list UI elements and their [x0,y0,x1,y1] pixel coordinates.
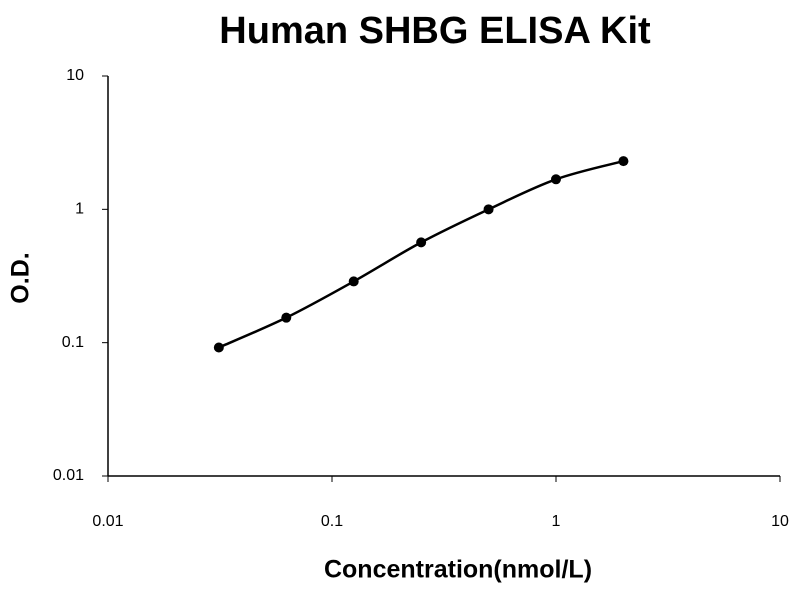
x-tick-label: 1 [552,513,561,530]
y-axis-label: O.D. [7,252,35,303]
y-tick-label: 0.1 [62,334,84,351]
y-tick-label: 1 [75,201,84,218]
y-tick-label: 0.01 [53,467,84,484]
chart-title: Human SHBG ELISA Kit [219,10,651,52]
data-point [618,156,629,167]
data-point [483,204,494,215]
fit-curve [218,159,624,349]
x-tick-label: 10 [771,513,789,530]
data-point [281,312,292,323]
data-point [551,174,561,185]
x-tick-label: 0.1 [321,513,343,530]
x-axis-label: Concentration(nmol/L) [324,556,592,584]
data-point [416,237,427,248]
y-tick-label: 10 [66,67,84,84]
data-point [348,276,359,287]
data-point [213,342,224,353]
x-tick-label: 0.01 [92,513,123,530]
